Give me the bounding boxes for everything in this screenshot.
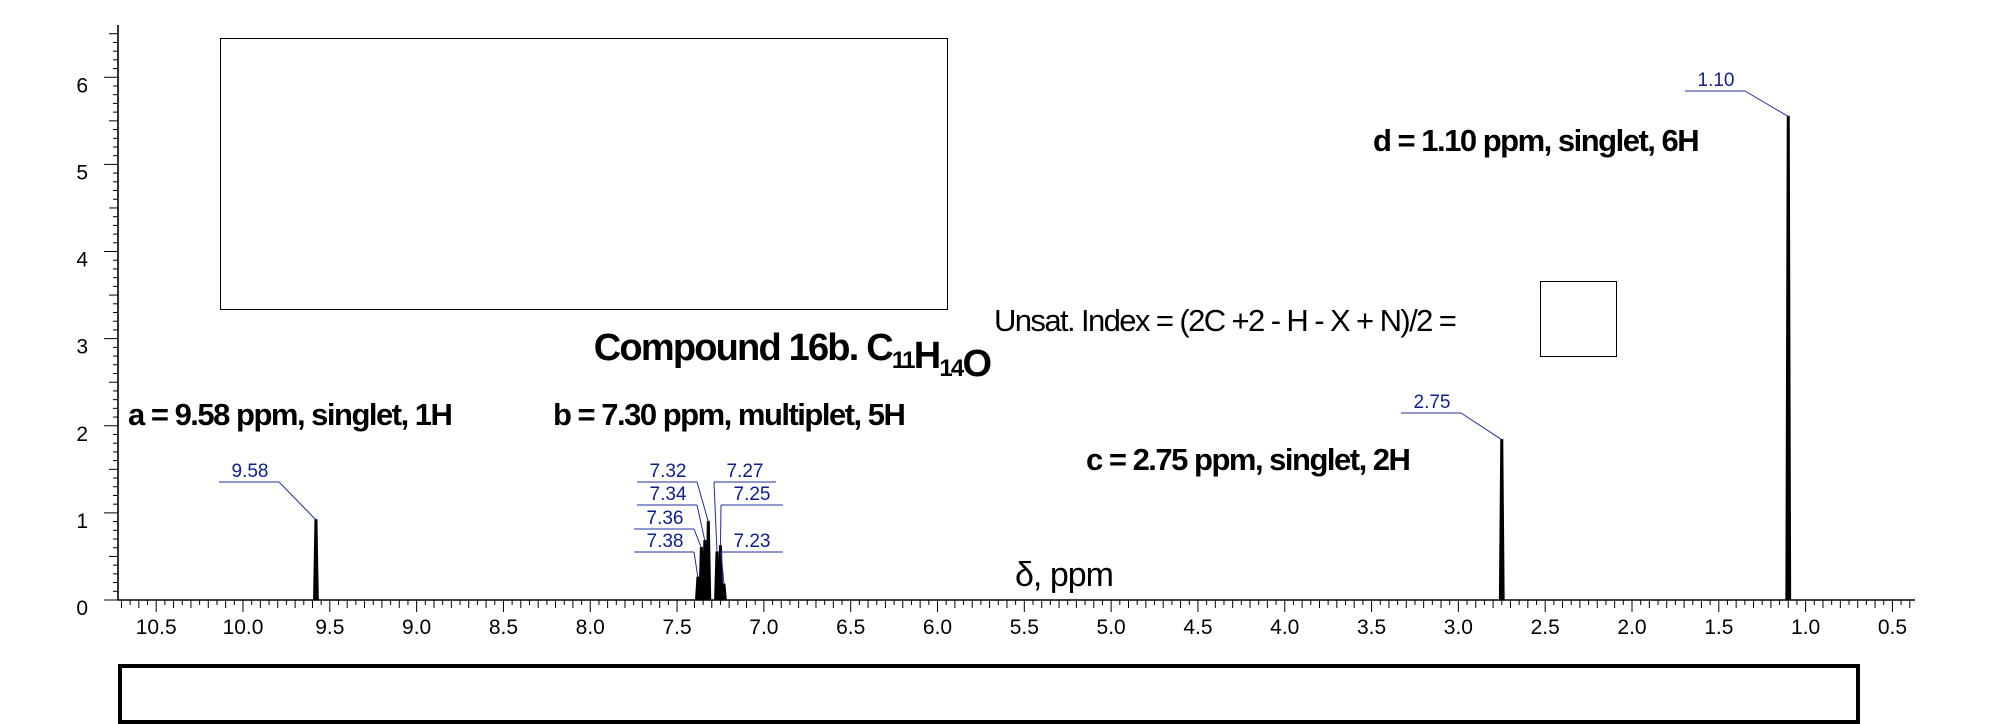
x-tick-label: 8.5 — [489, 616, 518, 639]
x-tick-label: 6.5 — [836, 616, 865, 639]
x-tick-label: 10.5 — [136, 616, 177, 639]
label-leader — [278, 481, 317, 521]
peak-label: 7.36 — [647, 508, 684, 529]
annotation-d: d = 1.10 ppm, singlet, 6H — [1373, 123, 1700, 158]
label-leader — [720, 551, 725, 585]
y-tick-label: 0 — [76, 597, 88, 620]
peak-label: 7.23 — [734, 531, 771, 552]
x-tick-label: 3.0 — [1444, 616, 1473, 639]
peak-label: 7.32 — [650, 461, 687, 482]
formula-element: C — [866, 327, 893, 369]
x-tick-label: 0.5 — [1878, 616, 1907, 639]
structure-drawing-box[interactable] — [220, 38, 948, 310]
peak-labels: 9.58 7.327.34 7.367.38 7.277.25 7.23 2.75 1.10 — [219, 70, 1789, 585]
peak — [313, 519, 319, 601]
label-leader — [693, 528, 702, 548]
y-tick-label: 3 — [76, 336, 88, 359]
label-leader — [696, 481, 709, 522]
peak — [705, 520, 712, 601]
annotation-a: a = 9.58 ppm, singlet, 1H — [128, 397, 453, 432]
peak-label: 7.25 — [734, 484, 771, 505]
label-leader — [1460, 412, 1503, 441]
x-tick-label: 7.0 — [749, 616, 778, 639]
chart-title: Compound 16b. C11H14O — [594, 327, 991, 385]
y-tick-label: 2 — [76, 423, 88, 446]
x-tick-label: 10.0 — [223, 616, 264, 639]
peak-label: 7.27 — [727, 461, 764, 482]
x-tick-label: 3.5 — [1357, 616, 1386, 639]
peak — [1785, 115, 1792, 601]
peak — [721, 583, 727, 601]
x-tick-label: 4.0 — [1270, 616, 1299, 639]
x-tick-label: 6.0 — [923, 616, 952, 639]
title-text-part: Compound 16b. — [594, 327, 866, 369]
x-tick-label: 5.5 — [1010, 616, 1039, 639]
formula-element: H — [914, 335, 940, 377]
y-tick-label: 5 — [76, 161, 88, 184]
answer-panel[interactable] — [118, 664, 1860, 724]
x-tick-label: 4.5 — [1183, 616, 1212, 639]
x-tick-label: 9.5 — [315, 616, 344, 639]
label-leader — [719, 504, 722, 546]
x-tick-label: 2.5 — [1531, 616, 1560, 639]
formula-subscript: 14 — [939, 355, 965, 382]
spectrum-figure: 10.5 10.0 9.5 9.0 8.5 8.0 7.5 7.0 6.5 6.0 5.5 5.0 4.… — [76, 25, 1915, 724]
x-tick-label: 1.0 — [1791, 616, 1820, 639]
annotation-b: b = 7.30 ppm, multiplet, 5H — [553, 397, 906, 432]
peak-label: 2.75 — [1414, 392, 1451, 413]
x-tick-label: 9.0 — [402, 616, 431, 639]
x-tick-label: 5.0 — [1097, 616, 1126, 639]
label-leader — [1744, 90, 1789, 117]
nmr-spectrum-plot: 10.5 10.0 9.5 9.0 8.5 8.0 7.5 7.0 6.5 6.0 5.5 5.0 4.… — [76, 25, 1915, 639]
label-leader — [696, 504, 706, 541]
x-tick-label: 7.5 — [662, 616, 691, 639]
x-tick-label: 1.5 — [1704, 616, 1733, 639]
peak-label: 9.58 — [232, 461, 269, 482]
annotation-c: c = 2.75 ppm, singlet, 2H — [1086, 442, 1411, 477]
peak — [1498, 438, 1505, 601]
label-leader — [713, 481, 718, 553]
formula-subscript: 11 — [892, 347, 915, 374]
x-axis-label: δ, ppm — [1015, 556, 1113, 594]
peak-label: 7.38 — [647, 531, 684, 552]
axes: 10.5 10.0 9.5 9.0 8.5 8.0 7.5 7.0 6.5 6.0 5.5 5.0 4.… — [76, 25, 1915, 639]
peak-label: 7.34 — [650, 484, 687, 505]
unsaturation-answer-box[interactable] — [1540, 281, 1617, 357]
unsaturation-index-formula: Unsat. Index = (2C +2 - H - X + N)/2 = — [994, 303, 1457, 338]
y-tick-label: 1 — [76, 510, 88, 533]
x-tick-label: 2.0 — [1617, 616, 1646, 639]
y-tick-label: 4 — [76, 249, 88, 272]
y-tick-label: 6 — [76, 74, 88, 97]
label-leader — [693, 551, 699, 578]
peak-label: 1.10 — [1698, 70, 1735, 91]
x-tick-label: 8.0 — [576, 616, 605, 639]
formula-element: O — [962, 343, 990, 385]
